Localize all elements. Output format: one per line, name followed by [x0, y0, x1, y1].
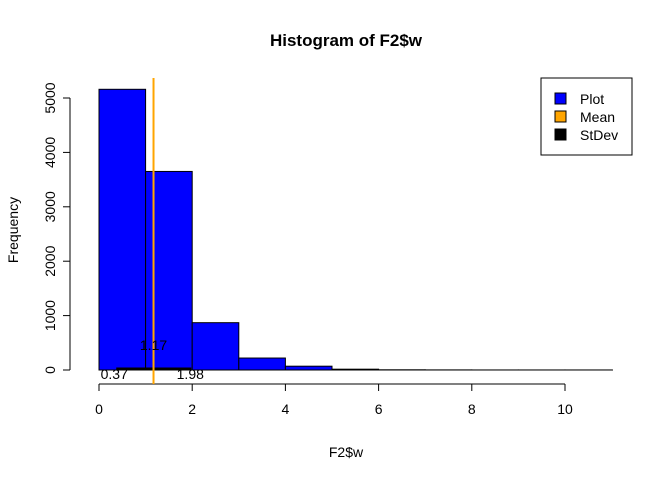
histogram-bar-3 — [238, 357, 286, 371]
histogram-bar-4 — [284, 365, 333, 371]
legend-swatch-mean — [554, 110, 567, 123]
histogram-bar-0 — [98, 88, 147, 371]
y-tick-label-4: 4000 — [42, 137, 58, 168]
y-axis: 0 1000 2000 3000 4000 5000 — [42, 82, 71, 374]
legend: Plot Mean StDev — [540, 77, 633, 156]
x-axis-label: F2$w — [329, 444, 364, 460]
chart-title: Histogram of F2$w — [270, 31, 423, 50]
y-tick-label-0: 0 — [42, 366, 58, 374]
histogram-bar-2 — [191, 322, 240, 371]
legend-swatch-stdev — [554, 128, 567, 141]
y-tick-label-2: 2000 — [42, 245, 58, 276]
x-tick-label-3: 6 — [375, 401, 383, 417]
x-tick-label-1: 2 — [188, 401, 196, 417]
y-tick-label-3: 3000 — [42, 191, 58, 222]
x-tick-label-0: 0 — [95, 401, 103, 417]
x-tick-label-2: 4 — [282, 401, 290, 417]
stdev-high-label: 1.98 — [177, 366, 204, 382]
legend-swatch-plot — [554, 92, 567, 105]
y-tick-label-5: 5000 — [42, 82, 58, 113]
y-tick-label-1: 1000 — [42, 300, 58, 331]
legend-label-mean: Mean — [580, 109, 615, 125]
mean-label: 1.17 — [140, 337, 167, 353]
legend-label-plot: Plot — [580, 91, 604, 107]
x-tick-label-5: 10 — [557, 401, 573, 417]
annotations: 1.17 0.37 1.98 — [99, 78, 613, 384]
x-axis: 0 2 4 6 8 10 — [95, 383, 573, 417]
stdev-low-label: 0.37 — [101, 366, 128, 382]
legend-label-stdev: StDev — [580, 127, 618, 143]
histogram-bars — [98, 88, 613, 371]
x-tick-label-4: 8 — [468, 401, 476, 417]
y-axis-label: Frequency — [5, 197, 21, 263]
